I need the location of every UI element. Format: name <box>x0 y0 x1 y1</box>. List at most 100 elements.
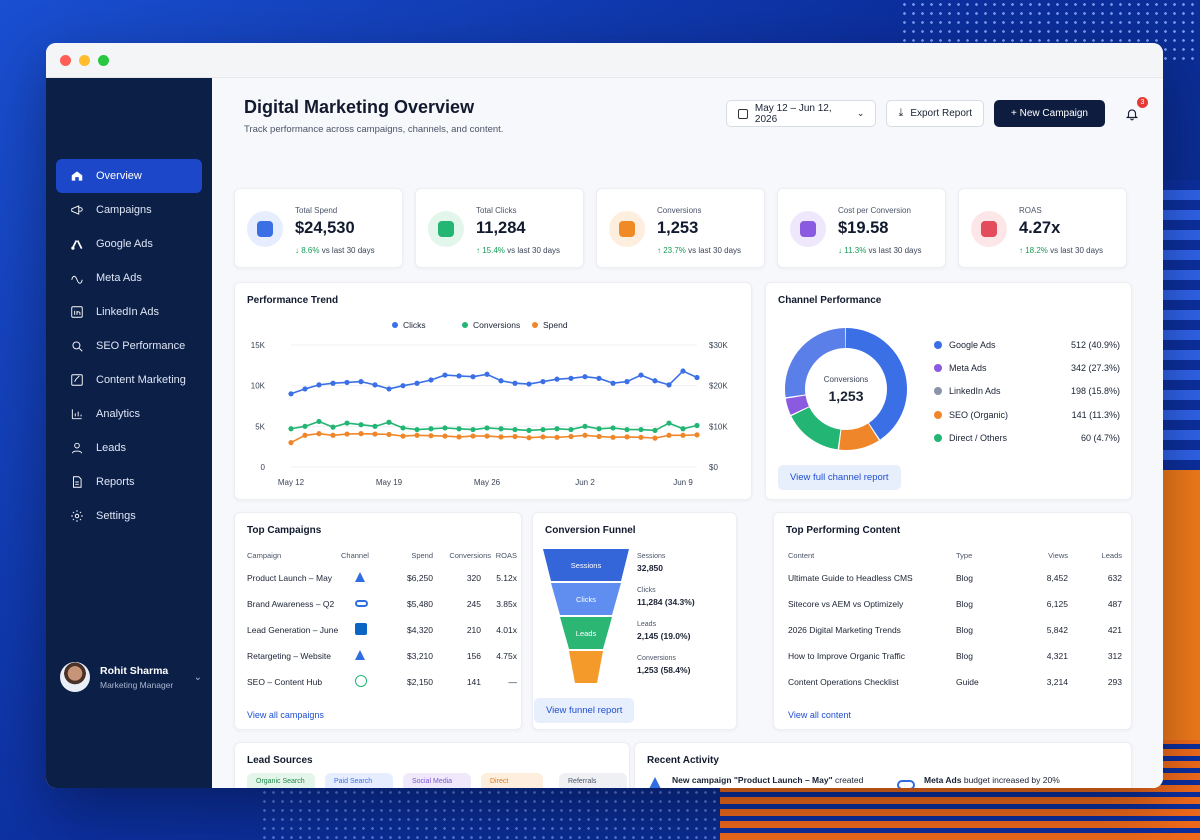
content-title: Ultimate Guide to Headless CMS <box>788 573 913 583</box>
lead-source-label: Referrals <box>568 778 597 785</box>
date-range-picker[interactable]: May 12 – Jun 12, 2026 ⌄ <box>726 100 877 127</box>
top-campaigns-title: Top Campaigns <box>247 525 322 536</box>
lead-source-paid-search[interactable]: Paid Search342 <box>325 773 393 788</box>
sidebar-item-meta-ads[interactable]: Meta Ads <box>56 261 202 295</box>
sidebar-item-overview[interactable]: Overview <box>56 159 202 193</box>
dot-pattern-bottom <box>260 788 740 840</box>
funnel-stage-clicks <box>551 583 621 615</box>
funnel-stage-sessions <box>543 549 629 581</box>
donut-slice <box>785 328 907 450</box>
channel-name: Direct / Others <box>949 432 1008 443</box>
minimize-window-button[interactable] <box>79 54 90 66</box>
view-funnel-report-button[interactable]: View funnel report <box>534 698 635 723</box>
sidebar-item-reports[interactable]: Reports <box>56 465 202 499</box>
data-point-conversions <box>694 422 700 429</box>
sidebar-item-content-marketing[interactable]: Content Marketing <box>56 363 202 397</box>
table-row[interactable]: Ultimate Guide to Headless CMS Blog 8,452 6… <box>788 565 1122 591</box>
data-point-clicks <box>456 373 462 379</box>
kpi-change-period: vs last 30 days <box>507 246 561 255</box>
data-point-clicks <box>540 379 546 385</box>
data-point-clicks <box>344 379 350 386</box>
sidebar: Overview Campaigns Google Ads Meta Ads Linke… <box>46 78 212 788</box>
kpi-card-total-spend: Total Spend $24,530 ↓ 8.6% vs last 30 days <box>234 188 403 268</box>
sidebar-item-leads[interactable]: Leads <box>56 431 202 465</box>
x-tick-label: May 19 <box>376 478 403 487</box>
activity-item[interactable]: New campaign "Product Launch – May" crea… <box>647 775 887 788</box>
kpi-change-value: ↑ 23.7% <box>657 246 686 255</box>
document-icon <box>73 476 82 488</box>
notifications-button[interactable]: 3 <box>1121 96 1148 125</box>
top-content-card: Top Performing Content Content Type Views L… <box>773 512 1132 730</box>
lead-source-referrals[interactable]: Referrals60 <box>559 773 627 788</box>
table-row[interactable]: Sitecore vs AEM vs Optimizely Blog 6,125 48… <box>788 591 1122 617</box>
campaign-roas: — <box>508 677 518 687</box>
data-point-spend <box>652 435 658 441</box>
bar-chart-icon <box>71 409 82 420</box>
data-point-clicks <box>652 378 658 384</box>
sidebar-item-analytics[interactable]: Analytics <box>56 397 202 431</box>
table-row[interactable]: Brand Awareness – Q2 $5,480 245 3.85x <box>247 591 517 617</box>
user-name: Rohit Sharma <box>100 664 169 677</box>
data-point-clicks <box>638 372 644 378</box>
campaign-roas: 4.01x <box>496 625 517 635</box>
data-point-conversions <box>610 425 616 431</box>
data-point-spend <box>680 432 686 438</box>
google-ads-icon <box>71 240 83 250</box>
kpi-icon <box>609 211 645 247</box>
series-line-clicks <box>290 370 698 395</box>
data-point-spend <box>400 433 406 439</box>
lead-source-social-media[interactable]: Social Media198 <box>403 773 471 788</box>
sidebar-item-google-ads[interactable]: Google Ads <box>56 227 202 261</box>
lead-source-direct[interactable]: Direct141 <box>481 773 543 788</box>
page-title: Digital Marketing Overview <box>244 97 475 117</box>
table-row[interactable]: Product Launch – May $6,250 320 5.12x <box>247 565 517 591</box>
chevron-down-icon[interactable]: ⌄ <box>193 671 202 683</box>
sidebar-item-linkedin-ads[interactable]: LinkedIn Ads <box>56 295 202 329</box>
y-left-tick: 10K <box>251 382 266 391</box>
y-left-tick: 5K <box>255 422 265 431</box>
view-channel-report-button[interactable]: View full channel report <box>778 465 901 490</box>
maximize-window-button[interactable] <box>98 54 109 66</box>
campaign-name: Brand Awareness – Q2 <box>247 599 335 609</box>
x-tick-label: Jun 9 <box>673 478 693 487</box>
sidebar-item-label: SEO Performance <box>96 340 186 352</box>
sidebar-item-seo-performance[interactable]: SEO Performance <box>56 329 202 363</box>
table-row[interactable]: Retargeting – Website $3,210 156 4.75x <box>247 643 517 669</box>
data-point-spend <box>456 434 462 440</box>
activity-item[interactable]: Meta Ads budget increased by 20%By Rohit… <box>897 775 1137 788</box>
activity-action: created <box>832 775 864 785</box>
data-point-spend <box>470 433 476 439</box>
table-row[interactable]: How to Improve Organic Traffic Blog 4,321 3… <box>788 643 1122 669</box>
table-row[interactable]: 2026 Digital Marketing Trends Blog 5,842 42… <box>788 617 1122 643</box>
window-titlebar <box>46 43 1163 78</box>
conversion-funnel-title: Conversion Funnel <box>545 525 636 536</box>
table-row[interactable]: Lead Generation – June $4,320 210 4.01x <box>247 617 517 643</box>
export-report-button[interactable]: ⤓ Export Report <box>886 100 985 127</box>
sidebar-item-settings[interactable]: Settings <box>56 499 202 533</box>
sidebar-item-campaigns[interactable]: Campaigns <box>56 193 202 227</box>
data-point-conversions <box>302 423 308 429</box>
lead-source-organic-search[interactable]: Organic Search512 <box>247 773 315 788</box>
channel-value: 342 (27.3%) <box>1070 362 1120 373</box>
user-profile[interactable]: Rohit Sharma Marketing Manager ⌄ <box>60 662 202 692</box>
kpi-change-value: ↓ 11.3% <box>838 246 867 255</box>
view-all-campaigns-link[interactable]: View all campaigns <box>247 710 324 720</box>
view-all-content-link[interactable]: View all content <box>788 710 851 720</box>
conversion-funnel-card: Conversion Funnel Sessions Clicks Leads Se… <box>532 512 737 730</box>
legend-marker <box>532 322 538 328</box>
funnel-legend-item: Leads 2,145 (19.0%) <box>637 621 733 655</box>
kpi-label: Total Spend <box>295 206 338 215</box>
table-row[interactable]: SEO – Content Hub $2,150 141 — <box>247 669 517 695</box>
close-window-button[interactable] <box>60 54 71 66</box>
x-tick-label: May 26 <box>474 478 501 487</box>
data-point-clicks <box>470 374 476 380</box>
campaign-channel <box>341 617 387 643</box>
new-campaign-button[interactable]: + New Campaign <box>994 100 1105 127</box>
data-point-clicks <box>596 375 602 381</box>
content-leads: 293 <box>1107 677 1122 687</box>
data-point-spend <box>694 432 700 438</box>
data-point-spend <box>428 433 434 439</box>
megaphone-icon <box>71 205 83 215</box>
table-row[interactable]: Content Operations Checklist Guide 3,214 29… <box>788 669 1122 695</box>
data-point-conversions <box>652 427 658 433</box>
